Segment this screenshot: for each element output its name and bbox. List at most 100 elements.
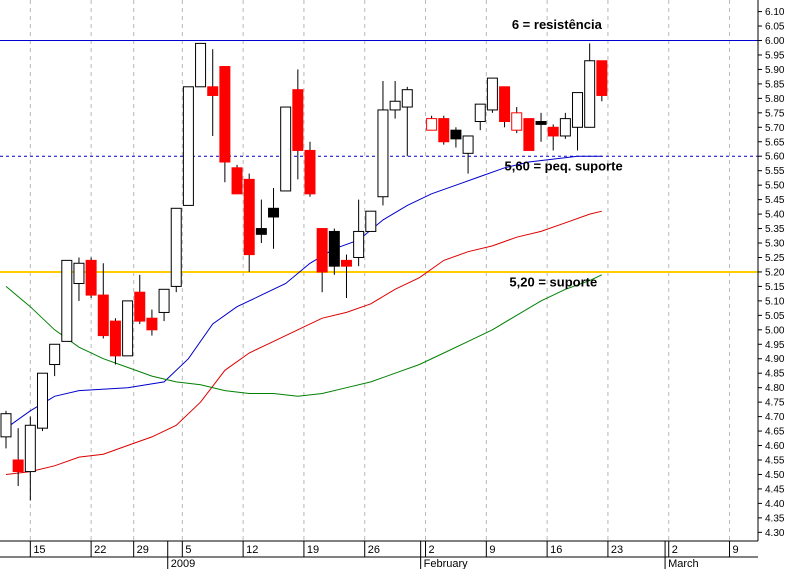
candle [450,127,462,148]
candle [584,43,596,128]
x-tick-label: 5 [185,544,191,556]
candle [0,410,12,449]
candle-body [486,77,498,111]
level-annotation: 5,60 = peq. suporte [505,159,623,174]
candle [535,112,547,142]
candle [572,92,584,151]
candle-body [219,66,231,163]
candle-body [499,86,511,123]
candle [486,77,498,113]
y-tick-label: 4.55 [765,455,785,466]
candle [195,42,207,88]
candle-body [49,343,61,366]
x-tick-label: 26 [368,544,380,556]
candle-body [97,294,109,337]
candle-body [450,129,462,140]
candle [207,49,219,136]
candle [474,103,486,131]
candle-body [85,259,97,296]
candle [219,66,231,183]
candle [365,210,377,232]
candle-body [365,210,377,232]
y-tick-label: 4.60 [765,441,785,452]
x-tick-label: 22 [94,544,106,556]
candle [511,107,523,134]
moving-average-line [5,274,603,397]
candle-body [340,259,352,267]
gridlines [29,0,731,541]
candle [49,343,61,377]
period-label: 2009 [171,558,195,569]
candle [316,228,328,293]
candle [170,207,182,293]
y-tick-label: 5.05 [765,311,785,322]
y-tick-label: 5.10 [765,296,785,307]
y-tick-label: 5.45 [765,195,785,206]
x-tick-label: 29 [137,544,149,556]
candle [547,124,559,151]
candle [426,115,438,131]
candle [85,257,97,298]
x-tick-label: 16 [550,544,562,556]
candle-body [426,118,438,131]
y-tick-label: 4.80 [765,383,785,394]
candle [462,135,474,174]
candle-body [170,207,182,287]
y-tick-label: 4.50 [765,470,785,481]
y-tick-label: 5.55 [765,166,785,177]
candle-body [511,112,523,131]
candle-body [182,86,194,206]
candle [158,288,170,322]
candle-body [377,109,389,198]
y-tick-label: 5.85 [765,79,785,90]
candle-body [353,230,365,258]
candle [304,141,316,197]
y-tick-label: 4.35 [765,513,785,524]
y-tick-label: 5.60 [765,152,785,163]
annotations: 6 = resistência 5,60 = peq. suporte 5,20 =… [505,17,623,289]
candle-body [596,60,608,96]
y-tick-label: 6.10 [765,7,785,18]
y-tick-label: 4.85 [765,369,785,380]
candle-body [462,135,474,154]
y-tick-label: 4.65 [765,427,785,438]
candle-body [195,42,207,88]
candle-body [547,126,559,137]
candle [255,199,267,244]
candle [389,81,401,119]
candle-body [207,86,219,96]
x-tick-label: 9 [489,544,495,556]
y-tick-label: 5.65 [765,137,785,148]
candle-body [389,100,401,111]
y-tick-label: 5.25 [765,253,785,264]
y-tick-label: 5.30 [765,239,785,250]
candle [146,309,158,336]
candle [24,416,36,501]
candle-body [243,178,255,256]
y-tick-label: 5.35 [765,224,785,235]
candle [401,86,413,157]
candle [12,428,24,487]
y-tick-label: 6.00 [765,36,785,47]
y-tick-label: 5.75 [765,108,785,119]
candle [73,257,85,301]
candle [438,115,450,145]
y-tick-label: 4.30 [765,528,785,539]
candle-body [255,228,267,235]
candle-body [535,121,547,125]
y-tick-label: 4.95 [765,340,785,351]
y-tick-label: 5.50 [765,181,785,192]
candle-body [316,228,328,273]
x-tick-label: 2 [672,544,678,556]
candle [280,106,292,192]
candle-body [134,291,146,322]
candle [377,81,389,206]
candle-body [523,118,535,151]
y-tick-label: 5.80 [765,94,785,105]
candle-body [401,89,413,108]
candle-body [572,92,584,128]
y-tick-label: 5.70 [765,123,785,134]
y-tick-label: 5.20 [765,267,785,278]
candle [340,254,352,298]
